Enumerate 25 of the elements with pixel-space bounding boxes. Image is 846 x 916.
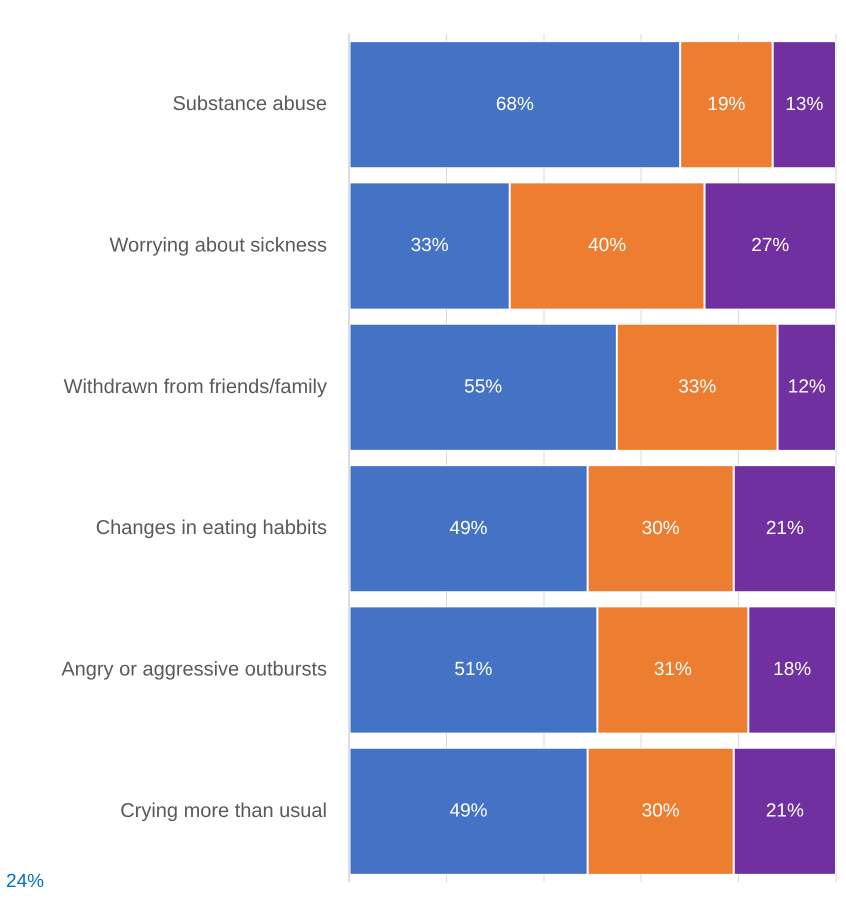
data-label: 68% [496, 94, 534, 115]
y-tick-label: Angry or aggressive outbursts [61, 658, 327, 681]
data-label: 55% [464, 376, 502, 398]
data-label: 49% [450, 800, 488, 822]
data-label: 19% [707, 94, 746, 115]
y-tick-label: Changes in eating habbits [96, 517, 327, 540]
data-label: 33% [410, 235, 449, 256]
data-label: 30% [642, 518, 680, 539]
data-label: 12% [788, 376, 826, 398]
data-label: 27% [751, 235, 790, 256]
data-label: 40% [588, 235, 626, 256]
data-label: 30% [642, 800, 680, 822]
y-tick-label: Worrying about sickness [110, 234, 327, 257]
data-label: 49% [450, 518, 488, 539]
data-label: 13% [785, 94, 824, 115]
data-label: 31% [654, 659, 692, 680]
data-label: 21% [766, 800, 804, 822]
y-tick-label: Substance abuse [172, 93, 327, 116]
data-label: 18% [773, 659, 812, 680]
text: 24% [6, 871, 44, 892]
y-tick-label: Withdrawn from friends/family [64, 376, 327, 398]
y-tick-label: Crying more than usual [120, 800, 327, 822]
data-label: 33% [678, 376, 716, 398]
data-label: 51% [454, 659, 493, 680]
data-label: 21% [766, 518, 804, 539]
